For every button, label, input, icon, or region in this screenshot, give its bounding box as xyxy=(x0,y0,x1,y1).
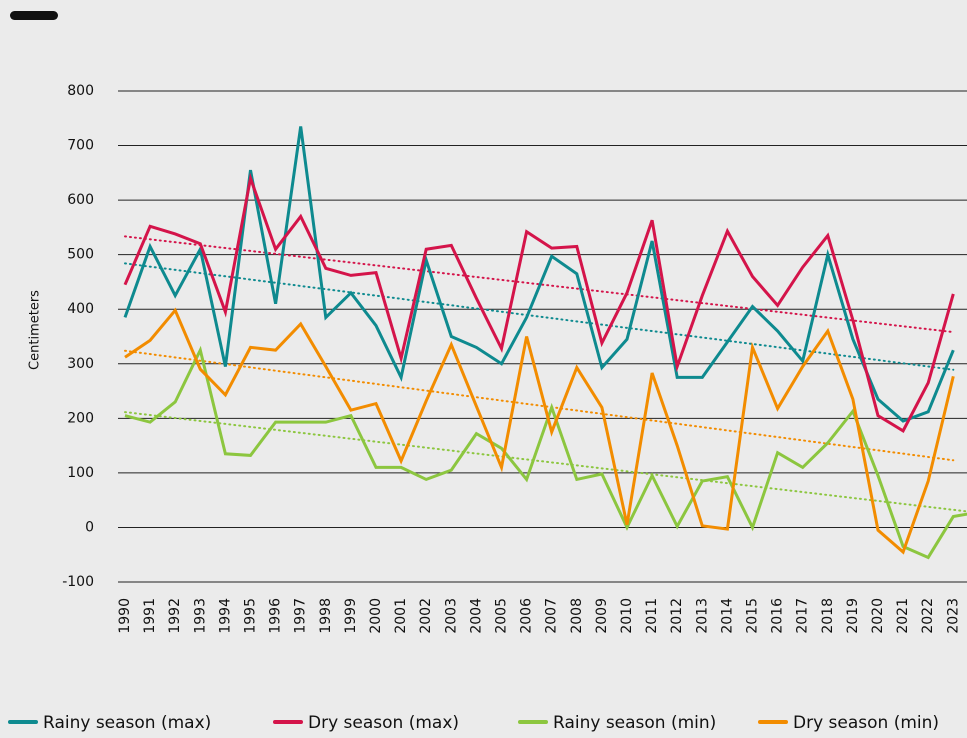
x-tick-label: 2018 xyxy=(820,598,836,634)
x-tick-label: 2014 xyxy=(719,598,735,634)
x-tick-label: 2022 xyxy=(920,598,936,634)
x-tick-label: 2023 xyxy=(945,598,961,634)
trend-line xyxy=(124,262,955,371)
y-axis-label: Centimeters xyxy=(28,290,43,370)
x-tick-label: 1997 xyxy=(293,598,309,634)
trend-line xyxy=(124,349,955,462)
y-tick-label: 800 xyxy=(67,83,94,99)
x-tick-label: 1990 xyxy=(117,598,133,634)
y-tick-label: 700 xyxy=(67,138,94,154)
series-line xyxy=(124,345,967,560)
series-line xyxy=(123,172,955,433)
x-tick-label: 2004 xyxy=(468,598,484,634)
x-tick-label: 2019 xyxy=(845,598,861,634)
x-tick-label: 2021 xyxy=(895,598,911,634)
x-tick-label: 1992 xyxy=(167,598,183,634)
x-tick-label: 1994 xyxy=(217,598,233,634)
trend-line xyxy=(124,411,967,513)
y-tick-label: 0 xyxy=(85,519,94,535)
x-tick-label: 2012 xyxy=(669,598,685,634)
x-tick-label: 2006 xyxy=(519,598,535,634)
legend-label: Dry season (max) xyxy=(308,713,459,733)
x-tick-label: 2000 xyxy=(368,598,384,634)
x-tick-label: 2007 xyxy=(544,598,560,634)
legend: Rainy season (max) Dry season (max) Rainy … xyxy=(8,713,939,733)
series-line xyxy=(123,126,955,423)
x-tick-label: 1993 xyxy=(192,598,208,634)
y-tick-label: -100 xyxy=(62,574,94,590)
x-tick-label: 2003 xyxy=(443,598,459,634)
x-tick-label: 1996 xyxy=(268,598,284,634)
y-tick-label: 400 xyxy=(67,301,94,317)
series-line xyxy=(124,307,955,555)
x-tick-label: 2009 xyxy=(594,598,610,634)
y-tick-label: 600 xyxy=(67,192,94,208)
x-tick-label: 2015 xyxy=(745,598,761,634)
x-tick-label: 2017 xyxy=(795,598,811,634)
badge xyxy=(10,11,58,20)
x-tick-label: 2013 xyxy=(694,598,710,634)
legend-label: Rainy season (min) xyxy=(553,713,716,733)
y-tick-label: 300 xyxy=(67,356,94,372)
x-tick-label: 2001 xyxy=(393,598,409,634)
y-tick-label: 500 xyxy=(67,247,94,263)
y-tick-label: 100 xyxy=(67,465,94,481)
x-tick-label: 1995 xyxy=(243,598,259,634)
x-tick-label: 2010 xyxy=(619,598,635,634)
x-tick-label: 2016 xyxy=(770,598,786,634)
x-tick-label: 2005 xyxy=(494,598,510,634)
x-tick-label: 1991 xyxy=(142,598,158,634)
y-tick-label: 200 xyxy=(67,410,94,426)
legend-label: Rainy season (max) xyxy=(43,713,211,733)
x-tick-label: 2008 xyxy=(569,598,585,634)
x-tick-label: 1999 xyxy=(343,598,359,634)
x-tick-label: 1998 xyxy=(318,598,334,634)
x-tick-label: 2020 xyxy=(870,598,886,634)
x-tick-label: 2002 xyxy=(418,598,434,634)
legend-label: Dry season (min) xyxy=(793,713,939,733)
x-tick-label: 2011 xyxy=(644,598,660,634)
